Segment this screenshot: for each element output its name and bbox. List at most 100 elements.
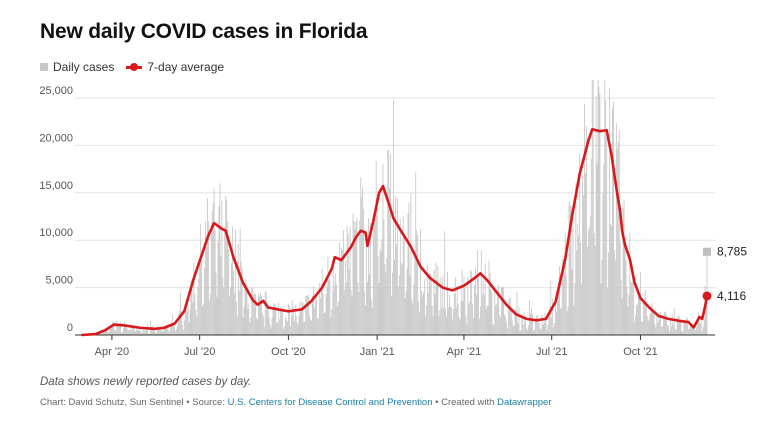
- credits-middle: • Created with: [432, 397, 498, 408]
- daily-bar: [199, 257, 201, 335]
- daily-bar: [254, 293, 256, 335]
- daily-bar: [341, 247, 342, 335]
- daily-bar: [357, 282, 359, 335]
- daily-bar: [612, 108, 613, 335]
- daily-bar: [212, 202, 214, 335]
- daily-bar: [524, 312, 526, 335]
- daily-bar: [499, 315, 501, 335]
- daily-bar: [614, 260, 616, 335]
- daily-bar: [498, 285, 500, 335]
- daily-bar: [556, 311, 557, 335]
- daily-bar: [577, 223, 579, 335]
- daily-bar: [432, 315, 434, 335]
- daily-bar: [434, 294, 436, 335]
- daily-bar: [527, 329, 529, 335]
- daily-bar: [123, 328, 124, 335]
- daily-bar: [312, 295, 313, 335]
- daily-bar: [258, 293, 259, 335]
- daily-bar: [222, 276, 224, 335]
- daily-bar: [647, 320, 649, 335]
- daily-bar: [186, 310, 188, 335]
- daily-bar: [421, 290, 422, 335]
- daily-bar: [586, 246, 588, 335]
- daily-bar: [672, 324, 674, 335]
- daily-bar: [583, 195, 584, 335]
- daily-bar: [372, 228, 374, 335]
- daily-bar: [216, 296, 218, 335]
- daily-bar: [480, 250, 482, 335]
- daily-bar: [602, 193, 604, 335]
- average-line-path: [80, 127, 709, 337]
- daily-bar: [173, 326, 175, 335]
- daily-bar: [531, 314, 533, 335]
- daily-bar: [382, 163, 384, 335]
- daily-bar: [466, 323, 468, 335]
- daily-bar: [112, 321, 114, 335]
- daily-bar: [566, 311, 568, 335]
- daily-bar: [378, 283, 380, 335]
- daily-bar: [388, 149, 390, 335]
- daily-bar: [256, 317, 258, 335]
- daily-bar: [526, 327, 528, 335]
- daily-bar: [223, 287, 225, 335]
- daily-bar: [107, 332, 109, 335]
- daily-bar: [402, 216, 404, 335]
- daily-bar: [451, 319, 453, 335]
- daily-bar: [485, 309, 487, 335]
- daily-bar: [703, 320, 705, 335]
- daily-bar: [158, 326, 160, 335]
- daily-bar: [314, 307, 315, 335]
- daily-bar: [404, 297, 406, 335]
- daily-bar: [182, 329, 184, 335]
- daily-bar: [368, 274, 370, 335]
- daily-bar: [375, 161, 377, 335]
- daily-bar: [338, 301, 339, 335]
- daily-bar: [335, 273, 337, 335]
- daily-bar: [627, 306, 629, 335]
- daily-bar: [446, 315, 448, 335]
- daily-bar: [136, 328, 138, 335]
- daily-bar: [449, 295, 450, 335]
- daily-bar: [522, 318, 524, 335]
- daily-bar: [297, 325, 299, 335]
- daily-bar: [291, 299, 293, 335]
- daily-bar: [462, 301, 464, 335]
- daily-bar: [549, 306, 551, 335]
- daily-bar: [644, 289, 646, 335]
- daily-bar: [178, 313, 179, 335]
- source-link[interactable]: U.S. Centers for Disease Control and Pre…: [227, 397, 433, 408]
- daily-bar: [250, 317, 252, 335]
- daily-bar: [166, 324, 168, 335]
- daily-bar: [244, 282, 246, 335]
- daily-bar: [179, 292, 181, 335]
- daily-bar: [681, 331, 683, 335]
- daily-bar: [659, 319, 661, 335]
- daily-bar: [640, 272, 641, 335]
- daily-bar: [379, 249, 381, 335]
- daily-bar: [519, 330, 521, 335]
- daily-bar: [299, 301, 301, 335]
- daily-bar: [259, 296, 260, 335]
- daily-bar: [512, 325, 514, 335]
- daily-bar: [124, 324, 126, 335]
- daily-bar: [272, 309, 274, 335]
- daily-bar: [595, 96, 597, 335]
- daily-bar: [219, 183, 221, 335]
- daily-bar: [183, 320, 185, 335]
- chart-notes: Data shows newly reported cases by day.: [40, 376, 252, 388]
- daily-bar: [309, 315, 311, 335]
- daily-bar: [628, 295, 630, 335]
- daily-bar: [275, 306, 277, 335]
- daily-bar: [430, 276, 432, 335]
- daily-bar: [225, 195, 227, 335]
- daily-bar: [118, 324, 120, 335]
- daily-bar: [111, 324, 113, 335]
- daily-bar: [565, 274, 567, 335]
- datawrapper-link[interactable]: Datawrapper: [497, 397, 552, 408]
- daily-bar: [367, 282, 368, 335]
- daily-bar: [221, 200, 223, 335]
- daily-bar: [569, 205, 571, 335]
- daily-bar: [269, 324, 271, 335]
- daily-bar: [390, 154, 392, 335]
- daily-bar: [551, 317, 553, 335]
